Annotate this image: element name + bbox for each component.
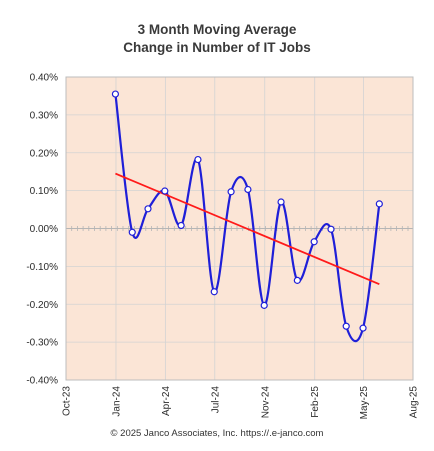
plot-border — [65, 76, 414, 381]
data-point — [177, 221, 185, 230]
data-point — [128, 228, 136, 236]
x-tick-label: Jul-24 — [210, 386, 221, 414]
data-point — [277, 198, 285, 206]
data-point — [111, 90, 120, 98]
x-tick-label: May-25 — [359, 386, 370, 420]
data-point — [310, 238, 318, 246]
x-tick-label: Nov-24 — [260, 386, 271, 419]
chart-title-line1: 3 Month Moving Average — [137, 22, 297, 37]
data-point — [260, 301, 268, 309]
x-tick-label: Aug-25 — [409, 386, 420, 419]
data-point — [210, 288, 218, 296]
chart-title-line2: Change in Number of IT Jobs — [123, 40, 311, 55]
data-point — [161, 187, 169, 195]
trend-line — [115, 172, 380, 286]
y-tick-label: 0.30% — [30, 110, 58, 121]
y-tick-label: -0.20% — [26, 300, 58, 311]
data-point — [227, 188, 235, 196]
x-tick-label: Apr-24 — [161, 386, 172, 416]
data-point — [327, 225, 335, 233]
data-point — [293, 276, 301, 284]
y-tick-label: -0.30% — [26, 338, 58, 349]
y-tick-label: 0.20% — [30, 148, 58, 159]
data-point — [144, 205, 152, 213]
x-tick-label: Oct-23 — [62, 386, 73, 416]
data-point — [244, 185, 252, 194]
data-point — [342, 322, 350, 330]
y-tick-label: 0.00% — [30, 224, 58, 235]
y-tick-label: 0.40% — [30, 73, 58, 84]
y-tick-label: 0.10% — [30, 186, 58, 197]
y-tick-label: -0.10% — [26, 262, 58, 273]
data-point — [194, 155, 202, 164]
copyright-footer: © 2025 Janco Associates, Inc. https://.e… — [110, 428, 324, 439]
x-tick-label: Feb-25 — [310, 386, 321, 418]
x-tick-label: Jan-24 — [111, 386, 122, 417]
y-tick-label: -0.40% — [26, 376, 58, 387]
data-point — [375, 200, 383, 208]
data-point — [359, 324, 367, 332]
